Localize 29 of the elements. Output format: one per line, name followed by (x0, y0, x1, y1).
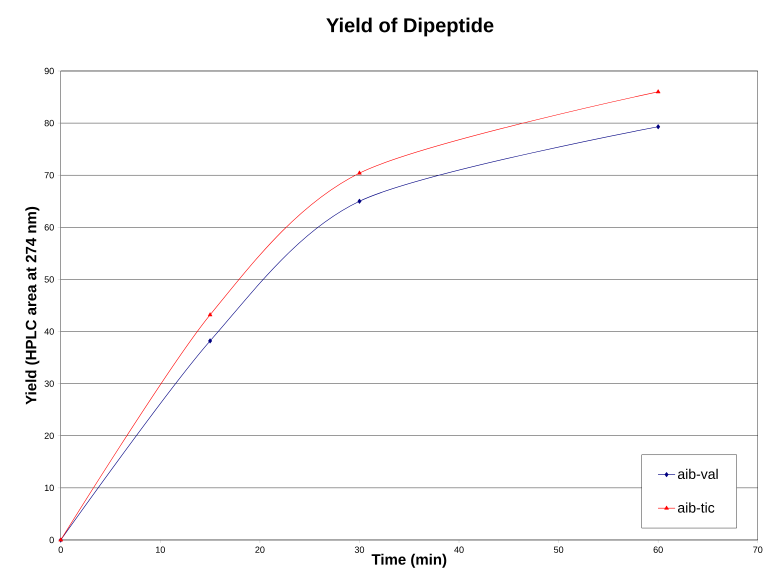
x-tick-label: 50 (554, 546, 564, 553)
y-axis-title: Yield (HPLC area at 274 nm) (25, 206, 40, 405)
y-tick-label: 60 (44, 224, 54, 230)
x-tick-label: 20 (255, 546, 265, 553)
x-tick-label: 10 (156, 546, 165, 553)
y-tick-label: 10 (44, 484, 54, 492)
y-tick-label: 70 (44, 172, 54, 178)
x-tick-label: 70 (753, 546, 762, 553)
point (656, 124, 660, 130)
y-tick-label: 0 (50, 536, 54, 544)
x-axis-title: Time (min) (372, 554, 446, 568)
point (358, 198, 362, 204)
x-tick-label: 40 (454, 546, 464, 553)
x-tick-label: 30 (354, 546, 364, 553)
y-tick-label: 80 (44, 120, 54, 126)
chart-title: Yield of Dipeptide (326, 18, 494, 36)
y-tick-label: 30 (44, 380, 54, 387)
x-tick-label: 60 (654, 546, 663, 553)
point (656, 89, 660, 94)
y-tick-label: 40 (44, 328, 54, 335)
y-tick-label: 50 (44, 276, 54, 283)
y-tick-label: 90 (44, 68, 54, 74)
legend-label: aib-tic (678, 502, 714, 513)
legend-label: aib-val (678, 468, 718, 480)
point (208, 312, 212, 316)
point (208, 338, 212, 344)
point (357, 170, 362, 174)
y-tick-label: 20 (44, 432, 54, 439)
x-tick-label: 0 (58, 546, 63, 553)
